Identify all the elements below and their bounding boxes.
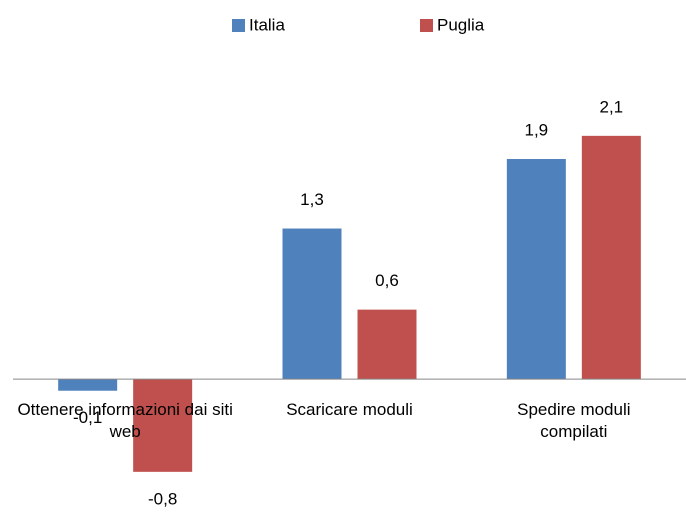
bar — [506, 159, 566, 380]
data-label: -0,1 — [73, 408, 102, 427]
bar — [58, 379, 118, 391]
bar — [133, 379, 193, 472]
data-label: -0,8 — [148, 489, 177, 508]
data-label: 1,9 — [525, 120, 549, 139]
data-label: 2,1 — [600, 97, 624, 116]
legend-swatch — [232, 19, 245, 32]
bar — [357, 309, 417, 380]
data-label: 0,6 — [375, 271, 399, 290]
legend-label: Italia — [249, 15, 285, 34]
bar — [581, 135, 641, 380]
x-tick-label: Scaricare moduli — [286, 400, 413, 419]
bar — [282, 228, 342, 380]
legend-swatch — [420, 19, 433, 32]
x-tick-label: Spedire moduli compilati — [517, 400, 631, 441]
data-label: 1,3 — [300, 190, 324, 209]
x-tick-label: Ottenere informazioni dai siti web — [17, 400, 233, 441]
legend-label: Puglia — [437, 15, 485, 34]
